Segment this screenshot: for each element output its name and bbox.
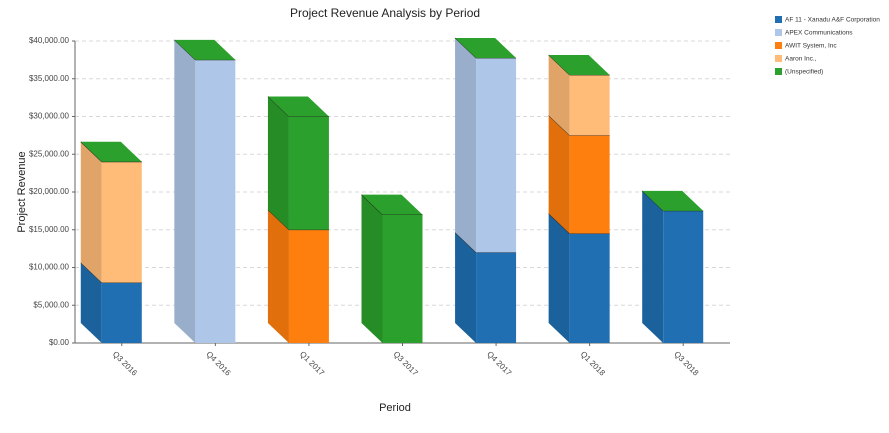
bar-side-shade	[455, 37, 477, 253]
bar-segment	[548, 213, 610, 343]
x-tick-label: Q4 2017	[485, 350, 513, 378]
bar-side-shade	[455, 232, 477, 343]
bar-side	[267, 96, 289, 230]
bar	[382, 214, 423, 343]
legend-label: APEX Communications	[785, 30, 853, 37]
y-tick-label: $25,000.00	[29, 149, 70, 158]
bar-side	[361, 194, 383, 343]
bar-segment	[548, 54, 610, 136]
x-axis-title: Period	[379, 402, 411, 414]
bar	[663, 210, 704, 343]
bar-side-shade	[548, 213, 570, 343]
bar-side	[642, 190, 664, 343]
bar-top	[80, 141, 142, 162]
bar-side-shade	[548, 115, 570, 234]
bar	[569, 74, 610, 136]
bar-segment	[454, 232, 517, 343]
bar-side	[548, 54, 570, 136]
chart-title: Project Revenue Analysis by Period	[290, 6, 480, 20]
bar	[101, 282, 142, 343]
legend-swatch	[775, 16, 782, 23]
bar-side-shade	[642, 190, 664, 343]
legend-label: (Unspecified)	[785, 69, 823, 76]
bar	[288, 229, 329, 343]
bar-side	[80, 262, 102, 343]
bar-segment	[361, 194, 423, 343]
y-tick-label: $35,000.00	[29, 74, 70, 83]
legend-swatch	[775, 42, 782, 49]
bar	[101, 161, 142, 283]
bar-segment	[80, 262, 142, 343]
y-tick-label: $5,000.00	[33, 300, 69, 309]
bar-side	[174, 39, 196, 343]
bar-segment	[454, 37, 517, 253]
bar-segment	[548, 115, 610, 234]
legend-label: AF 11 - Xanadu A&F Corporation	[785, 17, 880, 24]
x-tick-label: Q3 2017	[392, 350, 420, 378]
y-tick-label: $40,000.00	[29, 36, 70, 45]
legend-swatch	[775, 55, 782, 62]
x-tick-label: Q1 2018	[579, 350, 607, 378]
bar	[288, 116, 329, 230]
bar-side	[548, 115, 570, 234]
bar-side-shade	[80, 262, 102, 343]
bar-segment	[267, 96, 329, 230]
bar-top	[361, 194, 423, 215]
bar-top	[267, 96, 329, 117]
bar-side-shade	[548, 54, 570, 136]
bar-segment	[174, 39, 236, 343]
y-tick-label: $10,000.00	[29, 263, 70, 272]
bar	[195, 59, 236, 343]
x-tick-label: Q3 2018	[672, 350, 700, 378]
legend-swatch	[775, 68, 782, 75]
legend-label: AWIT System, Inc	[785, 43, 837, 50]
bar	[569, 233, 610, 343]
y-axis-title: Project Revenue	[16, 151, 28, 232]
bar-side-shade	[361, 194, 383, 343]
x-tick-label: Q4 2016	[204, 350, 232, 378]
y-tick-label: $30,000.00	[29, 112, 70, 121]
bar-side-shade	[267, 209, 289, 343]
bar	[476, 57, 517, 253]
bar-side-shade	[267, 96, 289, 230]
y-tick-label: $20,000.00	[29, 187, 70, 196]
y-tick-label: $0.00	[49, 338, 70, 347]
legend-label: Aaron Inc.,	[785, 56, 817, 63]
bar-segment	[641, 190, 704, 343]
bar-top	[642, 190, 704, 211]
bar	[476, 252, 517, 343]
bar-segment	[80, 141, 142, 283]
legend-swatch	[775, 29, 782, 36]
bar-side-shade	[80, 141, 102, 283]
bar-side	[267, 209, 289, 343]
bar-side	[455, 37, 477, 253]
y-tick-label: $15,000.00	[29, 225, 70, 234]
x-tick-label: Q3 2016	[111, 350, 139, 378]
bar-side	[455, 232, 477, 343]
bar	[569, 135, 610, 234]
bar-top	[174, 39, 236, 60]
bar-side	[80, 141, 102, 283]
x-tick-label: Q1 2017	[298, 350, 326, 378]
bar-top	[548, 54, 610, 75]
bar-side	[548, 213, 570, 343]
bar-top	[455, 37, 517, 58]
bar-side-shade	[174, 39, 196, 343]
